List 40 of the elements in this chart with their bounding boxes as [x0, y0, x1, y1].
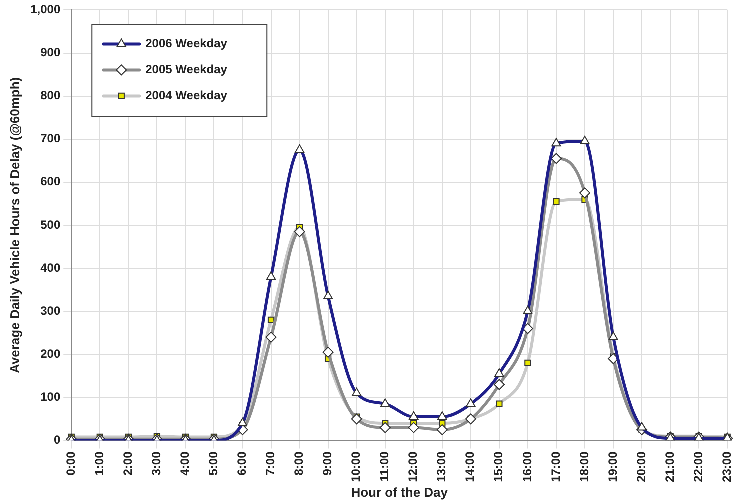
x-tick-label: 16:00 — [520, 451, 534, 482]
legend-label: 2005 Weekday — [146, 62, 228, 77]
y-tick-label: 0 — [54, 433, 61, 448]
x-tick-label: 21:00 — [662, 451, 677, 482]
x-tick-label: 14:00 — [463, 451, 478, 482]
x-tick-label: 7:00 — [264, 451, 278, 476]
legend-label: 2004 Weekday — [146, 88, 228, 103]
y-tick-label: 900 — [40, 46, 61, 60]
x-axis-title: Hour of the Day — [351, 484, 449, 500]
y-tick-label: 100 — [40, 390, 61, 404]
y-axis-title: Average Daily Vehicle Hours of Delay (@60mph) — [7, 77, 22, 374]
x-tick-label: 2:00 — [120, 451, 135, 476]
x-tick-label: 11:00 — [378, 451, 392, 482]
x-tick-label: 6:00 — [235, 451, 250, 476]
x-tick-label: 0:00 — [64, 451, 78, 476]
y-tick-label: 300 — [40, 304, 61, 318]
x-tick-label: 20:00 — [634, 451, 648, 482]
x-tick-label: 9:00 — [320, 451, 335, 476]
x-tick-label: 23:00 — [720, 451, 734, 482]
x-tick-label: 17:00 — [548, 451, 563, 482]
x-tick-label: 1:00 — [92, 451, 106, 476]
x-tick-label: 22:00 — [691, 451, 706, 482]
x-tick-label: 8:00 — [292, 451, 306, 476]
x-tick-label: 13:00 — [434, 451, 449, 482]
y-tick-label: 500 — [40, 218, 61, 232]
x-tick-label: 5:00 — [206, 451, 221, 476]
x-tick-label: 18:00 — [577, 451, 592, 482]
y-tick-label: 200 — [40, 346, 61, 361]
y-tick-label: 600 — [40, 174, 61, 189]
x-tick-label: 3:00 — [150, 451, 164, 476]
x-tick-label: 19:00 — [606, 451, 620, 482]
y-tick-label: 700 — [40, 132, 61, 146]
x-tick-label: 4:00 — [178, 451, 192, 476]
x-tick-label: 12:00 — [406, 451, 420, 482]
x-tick-label: 10:00 — [349, 451, 364, 482]
legend-label: 2006 Weekday — [146, 36, 228, 51]
x-tick-label: 15:00 — [492, 451, 506, 482]
y-tick-label: 1,000 — [30, 2, 61, 17]
y-tick-label: 800 — [40, 88, 61, 103]
y-tick-label: 400 — [40, 260, 61, 275]
